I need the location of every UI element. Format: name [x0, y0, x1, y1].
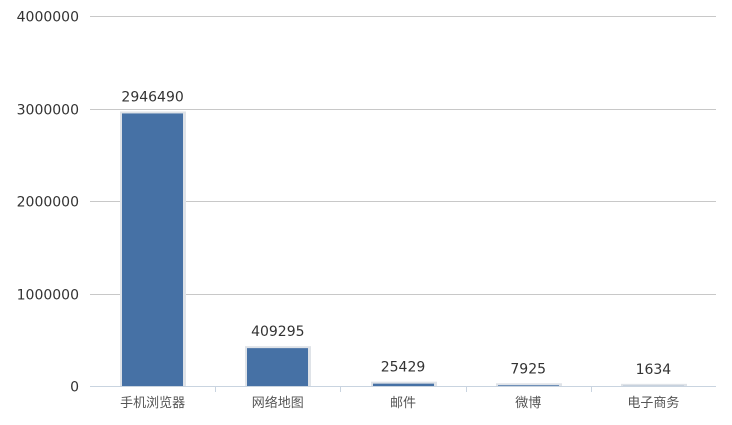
data-label: 409295 [251, 324, 304, 340]
bar [373, 384, 434, 386]
labels-layer: 0 1000000 2000000 3000000 4000000 2946490 手机浏览… [17, 10, 680, 412]
y-tick-label: 2000000 [17, 195, 79, 211]
x-tick-label: 邮件 [390, 396, 416, 411]
bar [498, 385, 559, 386]
x-tick-label: 手机浏览器 [120, 395, 185, 411]
bars-layer [120, 111, 687, 386]
data-label: 25429 [381, 360, 426, 376]
x-tick-label: 微博 [515, 396, 541, 411]
data-label: 2946490 [121, 89, 183, 105]
axis-layer [90, 386, 716, 392]
y-tick-label: 4000000 [17, 10, 79, 26]
data-label: 7925 [510, 361, 546, 377]
y-tick-label: 3000000 [17, 103, 79, 119]
bar [247, 348, 308, 386]
data-label: 1634 [636, 362, 672, 378]
bar-shadow [621, 384, 687, 386]
x-tick-label: 网络地图 [252, 395, 304, 411]
y-tick-label: 1000000 [17, 288, 79, 304]
x-tick-label: 电子商务 [627, 395, 679, 411]
y-tick-label: 0 [70, 380, 79, 396]
bar [122, 113, 183, 386]
